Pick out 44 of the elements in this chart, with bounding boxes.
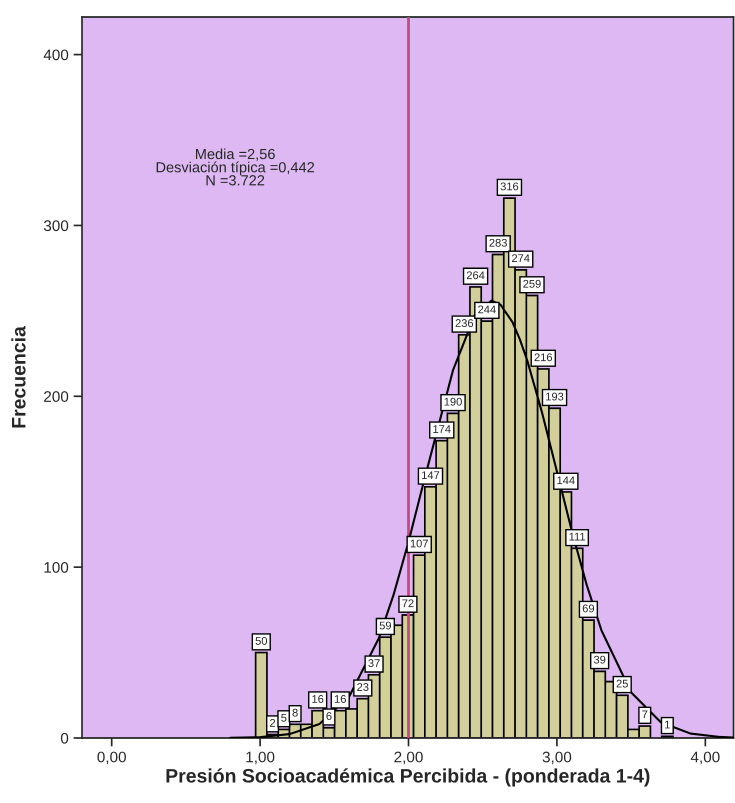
x-tick-label: 2,00: [394, 752, 423, 764]
data-label: 5: [281, 714, 286, 722]
data-label: 39: [594, 656, 606, 664]
data-label: 190: [444, 398, 462, 406]
data-label: 193: [546, 392, 564, 400]
x-tick-label: 0,00: [97, 752, 126, 764]
data-label: 50: [256, 636, 268, 645]
y-axis-title: Frecuencia: [11, 326, 26, 428]
data-label: 107: [410, 540, 428, 548]
data-label: 7: [642, 710, 648, 718]
data-label: 264: [466, 271, 485, 280]
y-tick-label: 200: [44, 391, 68, 402]
y-tick-label: 100: [44, 562, 68, 573]
data-label: 144: [557, 476, 575, 484]
data-label: 147: [422, 471, 440, 479]
data-label: 23: [357, 683, 368, 691]
data-label: 274: [512, 254, 530, 262]
data-label: 59: [380, 622, 392, 630]
data-label: 174: [433, 425, 451, 433]
data-label: 283: [489, 238, 507, 247]
data-label: 16: [334, 695, 346, 703]
x-axis-title: Presión Socioacadémica Percibida - (ponderada 1-4): [166, 768, 650, 787]
y-tick-label: 300: [44, 220, 68, 232]
annotation: Media =2,56 Desviación típica =0,442 N =3.722: [156, 148, 314, 186]
data-label: 236: [456, 319, 474, 328]
data-label: 8: [292, 708, 298, 717]
data-label: 111: [570, 532, 586, 540]
data-label: 216: [534, 353, 552, 362]
data-label: 2: [270, 718, 276, 727]
y-tick-label: 0: [60, 732, 68, 744]
data-label: 316: [500, 182, 518, 190]
data-label: 16: [312, 695, 324, 703]
x-tick-label: 3,00: [542, 752, 572, 764]
data-label: 25: [616, 680, 628, 688]
y-tick-label: 400: [44, 49, 68, 60]
x-tick-label: 4,00: [690, 752, 720, 764]
data-label: 37: [368, 659, 380, 668]
data-label: 69: [582, 604, 594, 612]
data-label: 244: [478, 306, 496, 314]
data-label: 259: [523, 280, 541, 288]
x-tick-label: 1,00: [246, 752, 274, 764]
data-label: 1: [665, 720, 670, 728]
data-label: 72: [402, 599, 414, 608]
data-label: 6: [326, 712, 332, 720]
